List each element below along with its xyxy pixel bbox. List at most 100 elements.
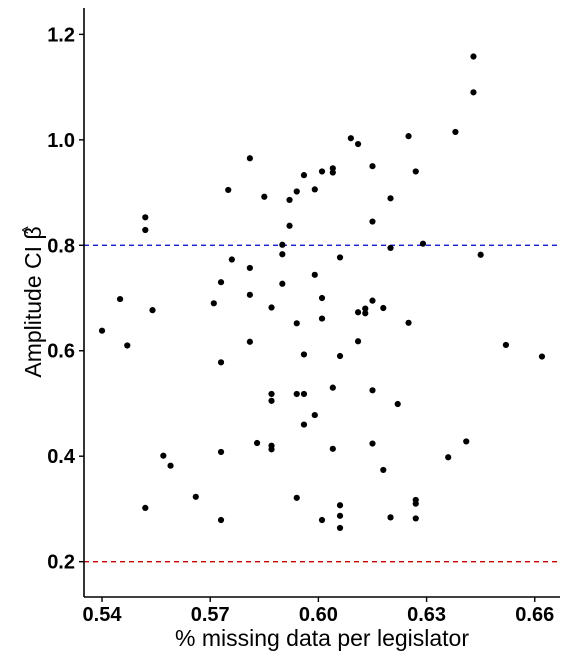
x-tick-label: 0.60: [299, 604, 338, 626]
data-point: [286, 196, 293, 204]
data-point: [318, 315, 326, 322]
data-point: [380, 304, 387, 312]
data-point: [311, 186, 318, 193]
data-point: [217, 448, 225, 456]
data-point: [362, 305, 369, 312]
data-point: [246, 155, 253, 162]
data-point: [347, 135, 354, 142]
y-tick-label: 1.2: [47, 24, 75, 46]
data-point: [293, 494, 300, 501]
data-point: [470, 89, 477, 96]
data-point: [246, 264, 253, 272]
data-point: [394, 400, 401, 408]
y-tick-label: 0.2: [47, 552, 75, 574]
data-point: [369, 440, 376, 447]
data-point: [98, 327, 106, 334]
data-point: [329, 445, 336, 452]
y-tick-label: 0.6: [47, 341, 75, 363]
data-point: [279, 251, 286, 258]
data-point: [142, 214, 149, 221]
data-point: [362, 310, 369, 317]
data-point: [405, 133, 412, 140]
y-tick-label: 0.4: [47, 446, 76, 468]
y-axis-title-symbol: β: [20, 226, 46, 239]
data-point: [286, 222, 293, 229]
data-point: [329, 384, 336, 391]
data-point: [502, 341, 510, 349]
data-point: [246, 291, 253, 298]
data-point: [149, 307, 156, 314]
data-point: [369, 387, 376, 394]
data-point: [293, 188, 300, 195]
data-point: [336, 352, 344, 360]
data-point: [246, 338, 253, 345]
data-point: [217, 359, 225, 366]
data-point: [192, 493, 199, 500]
data-point: [210, 300, 217, 307]
data-point: [387, 514, 394, 521]
x-tick-label: 0.54: [83, 604, 123, 626]
reference-lines: [84, 244, 560, 563]
data-point: [268, 397, 275, 404]
x-tick-label: 0.63: [407, 604, 446, 626]
data-point: [354, 338, 362, 345]
y-tick-label: 0.8: [47, 235, 75, 257]
data-point: [253, 439, 261, 447]
data-point: [279, 280, 286, 287]
x-axis-title: % missing data per legislator: [175, 625, 469, 651]
data-point: [336, 524, 344, 532]
data-point: [354, 140, 362, 148]
data-point: [225, 186, 232, 194]
data-point: [318, 516, 326, 524]
data-point: [412, 515, 419, 522]
data-point: [387, 244, 394, 252]
data-point: [412, 500, 419, 507]
data-point: [124, 342, 131, 349]
y-axis-title-hat: ^: [20, 226, 37, 234]
data-point: [217, 516, 225, 524]
data-point: [329, 169, 336, 176]
data-point: [268, 390, 275, 398]
x-tick-label: 0.66: [515, 604, 554, 626]
data-point: [318, 294, 326, 302]
data-point: [336, 254, 344, 261]
data-point: [160, 452, 167, 459]
data-point: [405, 319, 412, 326]
data-point: [369, 297, 376, 304]
data-point: [142, 504, 149, 511]
data-point: [387, 195, 394, 202]
data-point: [268, 304, 275, 311]
data-point: [116, 295, 124, 303]
data-point: [470, 53, 477, 60]
data-point: [369, 218, 376, 225]
data-point: [217, 279, 225, 286]
data-point: [167, 462, 174, 469]
data-point: [354, 309, 362, 316]
data-point: [279, 241, 286, 248]
y-axis-ticks: 0.2 0.4 0.6 0.8 1.0 1.2: [47, 24, 84, 574]
data-point: [445, 454, 452, 461]
data-point: [369, 163, 376, 170]
data-point: [142, 226, 149, 234]
y-tick-label: 1.0: [47, 130, 75, 152]
data-point: [412, 168, 419, 175]
data-point: [477, 251, 484, 258]
data-point: [300, 421, 308, 428]
y-axis-title: Amplitude CI β ^: [20, 226, 46, 378]
data-point: [300, 390, 308, 398]
data-point: [463, 438, 470, 445]
svg-text:Amplitude CI β: Amplitude CI β: [20, 226, 46, 377]
data-point: [228, 256, 235, 263]
data-point: [311, 411, 318, 419]
data-point: [336, 512, 344, 519]
data-point: [268, 446, 275, 453]
data-point: [293, 320, 300, 327]
x-axis-ticks: 0.54 0.57 0.60 0.63 0.66: [83, 597, 554, 626]
y-axis-title-text: Amplitude CI: [20, 240, 46, 378]
data-point: [261, 193, 268, 200]
data-point: [452, 128, 459, 136]
data-point: [336, 502, 344, 509]
data-point: [419, 240, 427, 247]
x-tick-label: 0.57: [191, 604, 230, 626]
